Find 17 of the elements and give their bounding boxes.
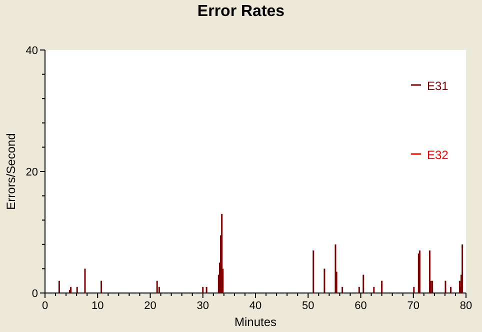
x-tick-label: 70	[407, 300, 420, 312]
y-tick-label: 40	[26, 45, 38, 57]
x-tick-label: 10	[92, 300, 104, 312]
x-tick-label: 20	[144, 300, 156, 312]
x-tick-label: 80	[460, 300, 472, 312]
y-tick-label: 20	[26, 166, 38, 178]
legend-label: E32	[427, 148, 449, 162]
x-axis-title: Minutes	[234, 315, 277, 329]
x-tick-label: 0	[42, 300, 48, 312]
x-tick-label: 40	[249, 300, 262, 312]
y-tick-label: 0	[32, 288, 38, 300]
x-tick-label: 60	[354, 300, 367, 312]
chart-title: Error Rates	[197, 3, 285, 20]
x-tick-label: 30	[196, 300, 209, 312]
x-tick-label: 50	[302, 300, 314, 312]
legend-label: E31	[427, 79, 449, 93]
y-axis-title: Errors/Second	[4, 133, 18, 210]
